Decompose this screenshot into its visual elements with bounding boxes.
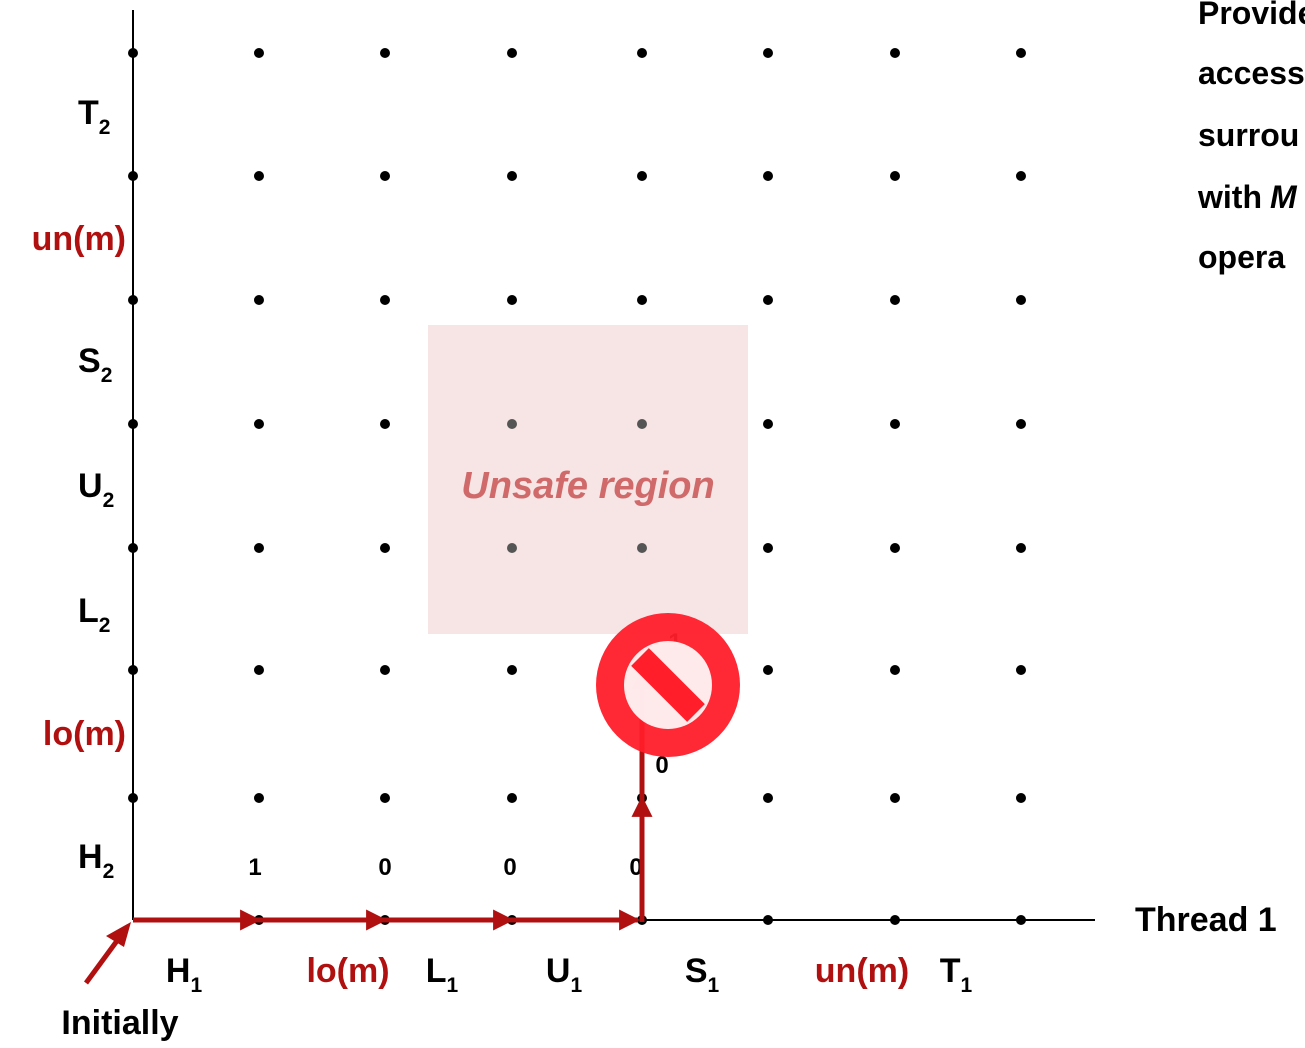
grid-dot (763, 419, 773, 429)
grid-dot (890, 793, 900, 803)
grid-dot (763, 793, 773, 803)
axis-label: T1 (940, 952, 973, 997)
note-line: surrou (1198, 117, 1299, 153)
note-line: with M (1197, 179, 1298, 215)
grid-dot (763, 915, 773, 925)
grid-dot (1016, 793, 1026, 803)
grid-dot (254, 171, 264, 181)
grid-dot (763, 48, 773, 58)
grid-dot (1016, 295, 1026, 305)
grid-dot (128, 665, 138, 675)
grid-dot (1016, 171, 1026, 181)
grid-dot (507, 295, 517, 305)
grid-dot (254, 48, 264, 58)
grid-dot (890, 48, 900, 58)
axis-label: H2 (78, 838, 114, 883)
grid-dot (254, 419, 264, 429)
grid-dot (380, 48, 390, 58)
grid-dot (763, 665, 773, 675)
grid-dot (507, 419, 517, 429)
unsafe-region (428, 325, 748, 634)
grid-dot (763, 295, 773, 305)
unsafe-region-label: Unsafe region (461, 465, 714, 507)
mutex-value: 0 (378, 854, 391, 881)
axis-label: U1 (546, 952, 583, 997)
arrow-up-right-icon (83, 922, 131, 985)
axis-label: L2 (78, 592, 110, 637)
grid-dot (128, 171, 138, 181)
mutex-value: 1 (248, 854, 261, 881)
grid-dot (507, 665, 517, 675)
grid-dot (1016, 915, 1026, 925)
grid-dot (637, 419, 647, 429)
grid-dot (763, 171, 773, 181)
grid-dot (380, 295, 390, 305)
grid-dot (1016, 419, 1026, 429)
grid-dot (890, 665, 900, 675)
grid-dot (890, 543, 900, 553)
grid-dot (890, 171, 900, 181)
start-label: Initially (61, 1004, 178, 1042)
grid-dot (128, 295, 138, 305)
grid-dot (890, 295, 900, 305)
grid-dot (380, 543, 390, 553)
axis-label: U2 (78, 467, 114, 512)
grid-dot (128, 419, 138, 429)
note-line: opera (1198, 239, 1285, 275)
grid-dot (1016, 48, 1026, 58)
grid-dot (254, 793, 264, 803)
grid-dot (637, 48, 647, 58)
axis-label: lo(m) (43, 715, 126, 753)
y-axis-labels: H2 lo(m) L2 U2 S2 un(m) T2 (32, 94, 126, 883)
grid-dot (507, 48, 517, 58)
grid-dot (637, 295, 647, 305)
axis-label: un(m) (32, 220, 126, 258)
axis-label: S1 (685, 952, 720, 997)
grid-dot (254, 543, 264, 553)
grid-dot (254, 665, 264, 675)
mutex-value: 0 (503, 854, 516, 881)
axis-label: un(m) (815, 952, 909, 990)
grid-dot (380, 665, 390, 675)
axis-label: S2 (78, 342, 112, 387)
x-axis-end-label: Thread 1 (1135, 901, 1277, 939)
note-line: Provide (1198, 0, 1305, 31)
grid-dot (128, 48, 138, 58)
x-axis-labels: H1 lo(m) L1 U1 S1 un(m) T1 (166, 952, 973, 997)
axis-label: H1 (166, 952, 203, 997)
mutex-values: 100010 (248, 629, 681, 881)
grid-dot (254, 295, 264, 305)
no-entry-sign-icon (596, 613, 740, 757)
grid-dot (1016, 543, 1026, 553)
grid-dot (890, 419, 900, 429)
axis-label: L1 (426, 952, 459, 997)
grid-dot (507, 793, 517, 803)
mutex-value: 0 (629, 854, 642, 881)
mutex-value: 0 (655, 752, 668, 779)
grid-dot (380, 171, 390, 181)
axis-label: T2 (78, 94, 110, 139)
grid-dot (890, 915, 900, 925)
grid-dot (128, 793, 138, 803)
note-text: Provide access surrou with M opera (1197, 0, 1305, 275)
grid-dot (763, 543, 773, 553)
grid-dot (507, 543, 517, 553)
grid-dot (380, 793, 390, 803)
grid-dot (507, 171, 517, 181)
grid-dot (1016, 665, 1026, 675)
note-line: access (1198, 55, 1305, 91)
grid-dot (637, 171, 647, 181)
grid-dot (637, 543, 647, 553)
grid-dot (128, 543, 138, 553)
grid-dot (380, 419, 390, 429)
axis-label: lo(m) (306, 952, 389, 990)
